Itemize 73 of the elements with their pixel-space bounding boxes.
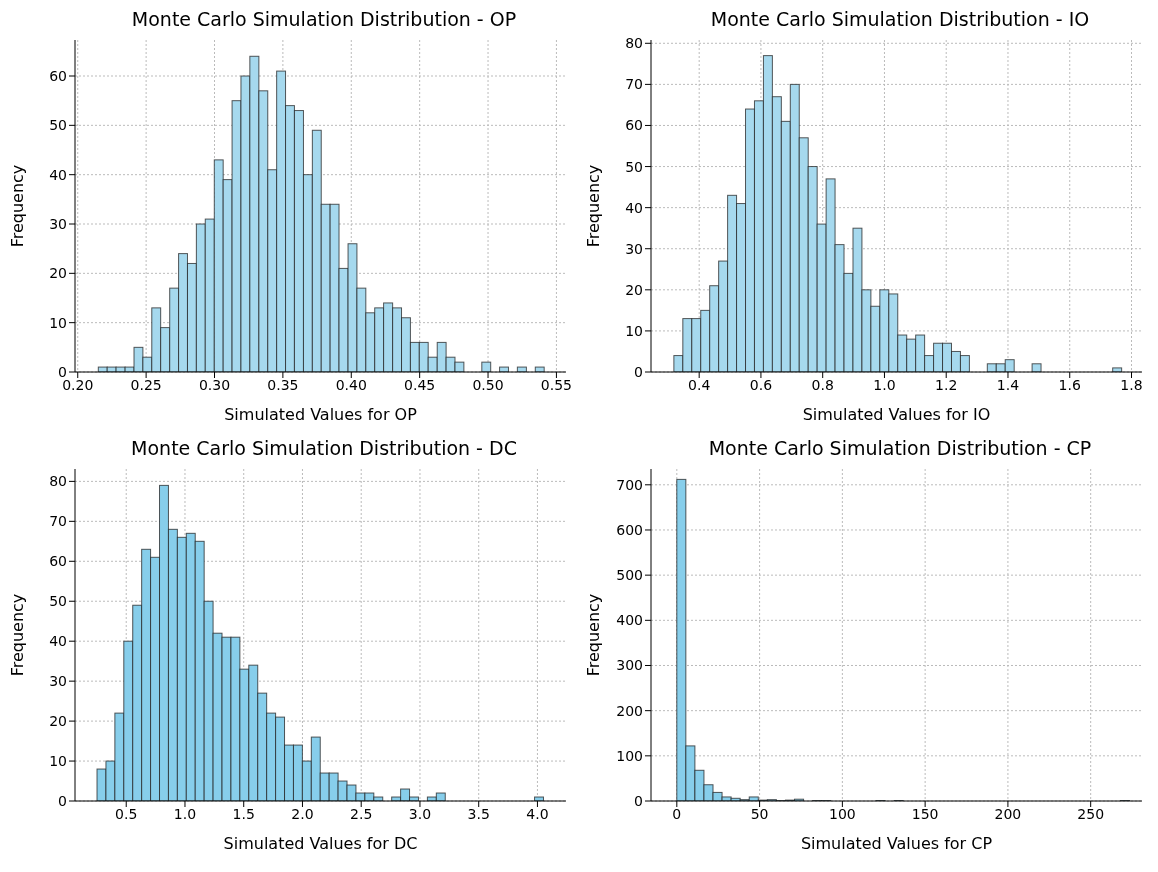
y-tick-label: 40 — [625, 199, 643, 216]
x-tick-label: 0 — [672, 805, 682, 822]
y-tick-label: 300 — [616, 657, 643, 674]
y-tick-label: 0 — [58, 792, 67, 809]
x-tick-label: 0.50 — [472, 376, 504, 393]
x-tick-label: 0.5 — [115, 805, 138, 822]
y-tick-label: 40 — [49, 633, 67, 650]
y-axis-title: Frequency — [583, 164, 603, 248]
x-tick-label: 50 — [750, 805, 769, 822]
y-tick-label: 40 — [49, 166, 67, 183]
x-tick-label: 1.0 — [173, 805, 197, 822]
y-tick-label: 30 — [625, 240, 643, 257]
x-tick-label: 0.40 — [335, 376, 367, 393]
y-tick-label: 70 — [49, 513, 67, 530]
x-tick-label: 1.0 — [873, 376, 896, 393]
x-tick-label: 0.8 — [811, 376, 834, 393]
x-tick-label: 150 — [911, 805, 939, 822]
x-tick-label: 2.0 — [291, 805, 314, 822]
y-tick-label: 20 — [49, 713, 67, 730]
x-tick-label: 1.8 — [1120, 376, 1143, 393]
y-tick-label: 80 — [49, 473, 67, 490]
y-axis-title: Frequency — [583, 593, 603, 677]
x-tick-label: 3.5 — [467, 805, 490, 822]
y-tick-label: 100 — [616, 747, 643, 764]
y-tick-label: 600 — [616, 521, 643, 538]
y-axis-title: Frequency — [7, 593, 27, 677]
chart-title: Monte Carlo Simulation Distribution - DC — [130, 437, 518, 461]
y-tick-label: 60 — [49, 67, 67, 84]
x-tick-label: 4.0 — [526, 805, 549, 822]
x-tick-label: 0.4 — [688, 376, 711, 393]
y-tick-label: 20 — [49, 265, 67, 282]
x-tick-label: 0.30 — [198, 376, 231, 393]
y-axis-title: Frequency — [7, 164, 27, 248]
y-tick-label: 500 — [616, 567, 643, 584]
x-tick-label: 100 — [829, 805, 856, 822]
y-tick-label: 60 — [49, 553, 67, 570]
x-tick-label: 200 — [994, 805, 1022, 822]
x-tick-label: 0.45 — [404, 376, 436, 393]
y-tick-label: 400 — [616, 612, 643, 629]
y-tick-label: 30 — [49, 215, 67, 232]
y-tick-label: 20 — [625, 281, 643, 298]
y-tick-label: 30 — [49, 673, 67, 690]
y-tick-label: 50 — [49, 593, 67, 610]
x-axis-title: Simulated Values for OP — [224, 405, 418, 424]
x-tick-label: 1.5 — [232, 805, 255, 822]
y-tick-label: 50 — [49, 117, 67, 134]
y-tick-label: 10 — [625, 322, 643, 339]
x-tick-label: 0.6 — [749, 376, 773, 393]
x-tick-label: 1.4 — [996, 376, 1020, 393]
y-tick-label: 0 — [634, 363, 643, 380]
x-axis-title: Simulated Values for IO — [802, 405, 991, 424]
x-tick-label: 0.25 — [130, 376, 162, 393]
y-tick-label: 0 — [634, 792, 643, 809]
chart-title: Monte Carlo Simulation Distribution - IO — [709, 8, 1091, 32]
y-tick-label: 70 — [625, 76, 643, 93]
x-tick-label: 0.35 — [267, 376, 299, 393]
y-tick-label: 10 — [49, 753, 67, 770]
y-tick-label: 60 — [625, 117, 643, 134]
chart-title: Monte Carlo Simulation Distribution - OP — [130, 8, 518, 32]
chart-title: Monte Carlo Simulation Distribution - CP — [707, 437, 1093, 461]
x-tick-label: 0.55 — [540, 376, 573, 393]
x-axis-title: Simulated Values for DC — [223, 834, 418, 853]
y-tick-label: 200 — [616, 702, 643, 719]
y-tick-label: 50 — [625, 158, 643, 175]
x-tick-label: 250 — [1077, 805, 1105, 822]
y-tick-label: 700 — [616, 476, 643, 493]
y-tick-label: 80 — [625, 35, 643, 52]
x-tick-label: 1.6 — [1058, 376, 1081, 393]
x-tick-label: 2.5 — [350, 805, 373, 822]
x-tick-label: 3.0 — [408, 805, 432, 822]
x-tick-label: 1.2 — [935, 376, 958, 393]
y-tick-label: 10 — [49, 314, 67, 331]
x-axis-title: Simulated Values for CP — [800, 834, 993, 853]
